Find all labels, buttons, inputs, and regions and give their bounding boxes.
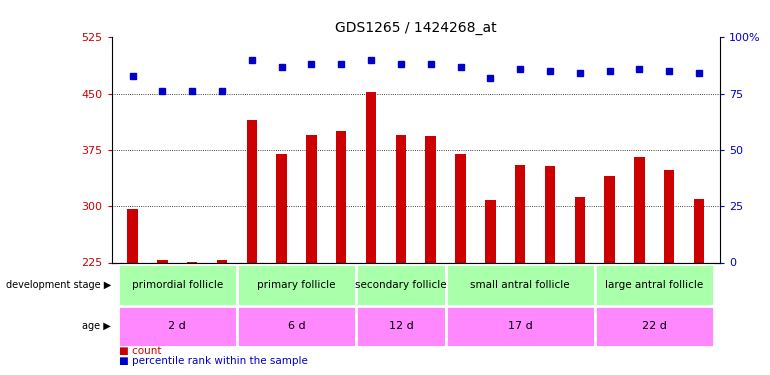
Text: 17 d: 17 d (507, 321, 533, 331)
Bar (485, 200, 496, 262)
Bar (366, 92, 377, 262)
Bar (426, 136, 436, 262)
Bar (157, 260, 168, 262)
Bar (336, 131, 347, 262)
Bar (127, 209, 138, 262)
Bar (455, 154, 466, 262)
Text: 6 d: 6 d (288, 321, 306, 331)
Bar (112, 262, 720, 300)
Bar (118, 264, 237, 306)
Text: small antral follicle: small antral follicle (470, 280, 570, 290)
Bar (446, 306, 594, 347)
Bar (306, 135, 316, 262)
Bar (664, 170, 675, 262)
Text: ■ count: ■ count (119, 346, 162, 356)
Bar (118, 306, 237, 347)
Bar (237, 264, 357, 306)
Title: GDS1265 / 1424268_at: GDS1265 / 1424268_at (335, 21, 497, 35)
Bar (357, 306, 446, 347)
Bar (515, 165, 525, 262)
Text: 22 d: 22 d (642, 321, 667, 331)
Text: primordial follicle: primordial follicle (132, 280, 223, 290)
Bar (276, 154, 287, 262)
Bar (446, 264, 594, 306)
Text: development stage ▶: development stage ▶ (6, 280, 111, 290)
Bar (694, 199, 705, 262)
Bar (544, 166, 555, 262)
Bar (357, 264, 446, 306)
Bar (237, 306, 357, 347)
Bar (594, 264, 714, 306)
Text: primary follicle: primary follicle (257, 280, 336, 290)
Text: large antral follicle: large antral follicle (605, 280, 704, 290)
Text: ■ percentile rank within the sample: ■ percentile rank within the sample (119, 356, 308, 366)
Text: secondary follicle: secondary follicle (355, 280, 447, 290)
Bar (396, 135, 406, 262)
Bar (594, 306, 714, 347)
Bar (574, 196, 585, 262)
Text: age ▶: age ▶ (82, 321, 111, 331)
Text: 12 d: 12 d (389, 321, 413, 331)
Bar (246, 120, 257, 262)
Bar (217, 260, 227, 262)
Bar (604, 176, 614, 262)
Text: 2 d: 2 d (169, 321, 186, 331)
Bar (634, 158, 644, 262)
